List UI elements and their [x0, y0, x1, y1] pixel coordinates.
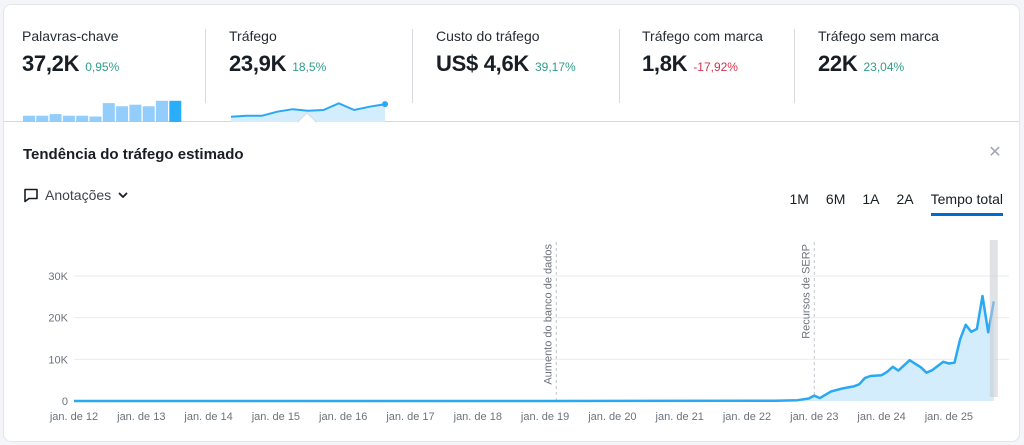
- metrics-row: Palavras-chave 37,2K 0,95% Tráfego 23,9K 1…: [4, 5, 1019, 122]
- annotations-dropdown[interactable]: Anotações: [23, 187, 129, 203]
- range-1m[interactable]: 1M: [789, 191, 809, 207]
- svg-text:jan. de 15: jan. de 15: [251, 411, 300, 423]
- divider: [412, 29, 413, 103]
- chevron-down-icon: [118, 192, 128, 198]
- divider: [794, 29, 795, 103]
- svg-text:jan. de 12: jan. de 12: [49, 411, 98, 423]
- x-axis-ticks: jan. de 12 jan. de 13 jan. de 14 jan. de 15…: [49, 411, 973, 423]
- svg-text:jan. de 18: jan. de 18: [453, 411, 502, 423]
- svg-text:0: 0: [62, 396, 68, 408]
- metric-value: 23,9K 18,5%: [229, 51, 327, 76]
- annotations-label: Anotações: [45, 187, 112, 203]
- svg-text:30K: 30K: [48, 271, 68, 283]
- metric-label: Tráfego sem marca: [818, 28, 939, 44]
- traffic-trend-chart[interactable]: 0 10K 20K 30K Aumento do banco de dados Recu…: [4, 230, 1020, 430]
- svg-text:jan. de 14: jan. de 14: [183, 411, 232, 423]
- svg-text:10K: 10K: [48, 354, 68, 366]
- metric-label: Tráfego: [229, 28, 277, 44]
- y-axis-ticks: 0 10K 20K 30K: [48, 271, 68, 408]
- metric-nonbranded-traffic[interactable]: Tráfego sem marca 22K 23,04%: [818, 24, 988, 102]
- metric-label: Tráfego com marca: [642, 28, 763, 44]
- svg-text:20K: 20K: [48, 313, 68, 325]
- metric-delta: 39,17%: [534, 60, 576, 74]
- svg-text:jan. de 17: jan. de 17: [385, 411, 434, 423]
- range-1a[interactable]: 1A: [862, 191, 880, 207]
- metric-branded-traffic[interactable]: Tráfego com marca 1,8K -17,92%: [642, 24, 792, 102]
- metric-value: 37,2K 0,95%: [22, 51, 120, 76]
- svg-text:jan. de 20: jan. de 20: [587, 411, 636, 423]
- chart-grid: [74, 275, 1009, 360]
- metric-traffic-cost[interactable]: Custo do tráfego US$ 4,6K 39,17%: [436, 24, 606, 102]
- metric-delta: 18,5%: [292, 60, 327, 74]
- chart-annotations: Aumento do banco de dados Recursos de SER…: [542, 242, 815, 401]
- divider: [619, 29, 620, 103]
- keywords-bar-sparkline: [23, 100, 182, 122]
- metric-value: US$ 4,6K 39,17%: [436, 51, 576, 76]
- svg-text:jan. de 16: jan. de 16: [318, 411, 367, 423]
- range-all-time[interactable]: Tempo total: [930, 191, 1003, 216]
- metric-traffic[interactable]: Tráfego 23,9K 18,5%: [229, 24, 399, 122]
- svg-text:jan. de 21: jan. de 21: [655, 411, 704, 423]
- svg-text:jan. de 24: jan. de 24: [856, 411, 905, 423]
- metric-label: Palavras-chave: [22, 28, 119, 44]
- current-period-marker: [989, 240, 998, 397]
- panel-title: Tendência do tráfego estimado: [23, 146, 244, 163]
- metric-label: Custo do tráfego: [436, 28, 540, 44]
- svg-text:jan. de 13: jan. de 13: [116, 411, 165, 423]
- close-icon[interactable]: ✕: [988, 144, 1002, 161]
- comment-icon: [24, 188, 38, 203]
- svg-text:jan. de 25: jan. de 25: [924, 411, 973, 423]
- range-6m[interactable]: 6M: [825, 191, 846, 207]
- metric-delta: 23,04%: [863, 60, 905, 74]
- metric-value: 1,8K -17,92%: [642, 51, 738, 76]
- svg-text:jan. de 19: jan. de 19: [520, 411, 569, 423]
- metric-value: 22K 23,04%: [818, 51, 905, 76]
- traffic-overview-card: Palavras-chave 37,2K 0,95% Tráfego 23,9K 1…: [3, 4, 1020, 442]
- svg-text:Aumento do banco de dados: Aumento do banco de dados: [542, 244, 554, 385]
- time-range-tabs: 1M 6M 1A 2A Tempo total: [772, 191, 1003, 216]
- metric-delta: 0,95%: [85, 60, 120, 74]
- range-2a[interactable]: 2A: [896, 191, 914, 207]
- metric-delta: -17,92%: [693, 60, 738, 74]
- svg-text:jan. de 22: jan. de 22: [722, 411, 771, 423]
- metric-keywords[interactable]: Palavras-chave 37,2K 0,95%: [22, 24, 192, 122]
- svg-text:Recursos de SERP: Recursos de SERP: [800, 244, 812, 339]
- divider: [205, 29, 206, 103]
- svg-text:jan. de 23: jan. de 23: [789, 411, 838, 423]
